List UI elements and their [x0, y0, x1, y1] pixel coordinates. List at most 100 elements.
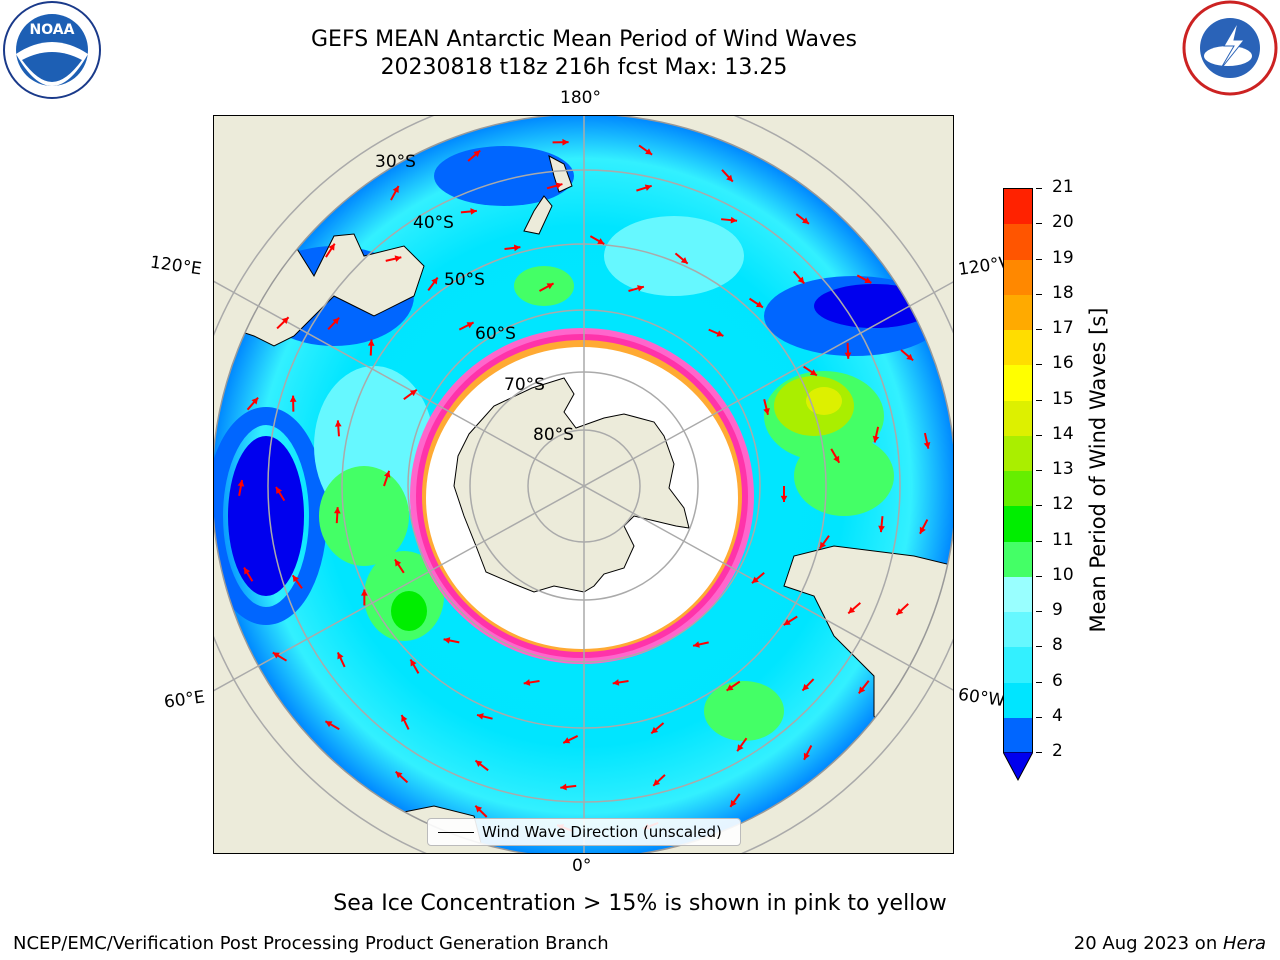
wind-wave-arrowhead [384, 470, 391, 478]
colorbar-segment [1004, 576, 1032, 612]
chart-subtitle: 20230818 t18z 216h fcst Max: 13.25 [380, 55, 788, 80]
wind-wave-arrowhead [546, 283, 554, 290]
wind-wave-arrowhead [802, 217, 809, 224]
wind-wave-arrowhead [848, 606, 856, 614]
wind-wave-arrowhead [476, 713, 484, 720]
wind-wave-arrowhead [653, 779, 661, 786]
colorbar-tick-label: 15 [1052, 388, 1074, 409]
wind-wave-arrowhead [919, 526, 926, 534]
wind-wave-arrowhead [923, 441, 931, 449]
colorbar-tick [1036, 399, 1042, 401]
colorbar-segment [1004, 506, 1032, 542]
colorbar-segment [1004, 612, 1032, 648]
wind-wave-arrowhead [872, 435, 880, 443]
wind-wave-arrowhead [612, 679, 620, 686]
colorbar-extend-arrow [1003, 752, 1033, 782]
wind-wave-arrowhead [292, 575, 299, 583]
colorbar-label: Mean Period of Wind Waves [s] [1086, 307, 1110, 633]
colorbar-tick-label: 11 [1052, 529, 1074, 550]
wind-wave-arrowhead [431, 277, 438, 285]
colorbar-tick-label: 21 [1052, 177, 1074, 197]
wind-wave-arrowhead [410, 659, 417, 667]
colorbar-tick-label: 6 [1052, 670, 1063, 691]
colorbar-tick-label: 10 [1052, 564, 1074, 585]
wind-wave-arrowhead [470, 208, 477, 215]
colorbar-tick [1036, 575, 1042, 577]
colorbar-tick-label: 16 [1052, 353, 1074, 374]
wind-wave-arrowhead [244, 567, 251, 575]
wind-wave-arrowhead [755, 301, 763, 308]
wind-wave-arrowhead [737, 744, 744, 752]
antarctica-land [453, 377, 690, 593]
svg-text:NOAA: NOAA [30, 22, 75, 38]
wind-wave-arrowhead [809, 369, 817, 376]
wind-wave-arrowhead [332, 317, 340, 325]
wind-wave-arrowhead [562, 138, 569, 146]
colorbar-tick [1036, 434, 1042, 436]
wind-wave-arrowhead [680, 257, 688, 264]
colorbar-tick [1036, 293, 1042, 295]
legend-label: Wind Wave Direction (unscaled) [482, 823, 722, 841]
colorbar-segment [1004, 647, 1032, 683]
wind-wave-arrowhead [475, 760, 483, 767]
colorbar-segment [1004, 435, 1032, 471]
colorbar-tick [1036, 540, 1042, 542]
colorbar-tick-label: 20 [1052, 212, 1074, 233]
wind-wave-arrowhead [394, 255, 402, 262]
wind-wave-arrowhead [337, 652, 344, 660]
wind-wave-arrowhead [864, 277, 872, 283]
wind-wave-arrows [237, 138, 931, 832]
colorbar-tick [1036, 681, 1042, 683]
wind-wave-arrowhead [878, 525, 885, 533]
colorbar-tick [1036, 646, 1042, 648]
wind-wave-arrowhead [325, 721, 333, 728]
wind-wave-arrowhead [730, 216, 738, 224]
wind-wave-arrowhead [523, 679, 531, 686]
wind-wave-arrowhead [443, 637, 451, 644]
lon-label-180: 180° [560, 88, 601, 108]
colorbar-segment [1004, 717, 1032, 753]
wind-wave-arrowhead [896, 608, 904, 615]
colorbar-segment [1004, 189, 1032, 225]
colorbar-segment [1004, 330, 1032, 366]
lon-label-60w: 60°W [956, 684, 1007, 712]
wind-wave-arrowhead [276, 486, 283, 494]
colorbar [1003, 188, 1033, 753]
lon-label-60e: 60°E [162, 687, 207, 713]
wind-wave-arrowhead [560, 783, 567, 791]
wind-wave-arrowhead [693, 641, 700, 648]
lat-label-50s: 50°S [444, 270, 485, 290]
wind-wave-arrowhead [367, 339, 375, 346]
wind-wave-arrowhead [819, 541, 827, 549]
wind-wave-arrowhead [802, 683, 810, 691]
colorbar-segment [1004, 400, 1032, 436]
colorbar-tick-label: 18 [1052, 282, 1074, 303]
colorbar-tick-label: 12 [1052, 494, 1074, 515]
wind-wave-arrowhead [797, 276, 805, 284]
wind-wave-arrowhead [334, 420, 342, 427]
wind-wave-arrowhead [783, 618, 791, 626]
colorbar-segment [1004, 294, 1032, 330]
lat-label-60s: 60°S [475, 324, 516, 344]
credit-text: NCEP/EMC/Verification Post Processing Pr… [13, 933, 609, 954]
colorbar-segment [1004, 682, 1032, 718]
wind-wave-arrowhead [644, 184, 652, 191]
graticule [214, 116, 953, 853]
wind-wave-arrowhead [409, 389, 417, 397]
colorbar-tick [1036, 223, 1042, 225]
wind-wave-arrowhead [289, 395, 297, 402]
date-stamp: 20 Aug 2023 on Hera [1073, 933, 1266, 954]
colorbar-tick [1036, 364, 1042, 366]
colorbar-tick [1036, 716, 1042, 718]
colorbar-tick [1036, 505, 1042, 507]
wind-wave-arrowhead [281, 317, 289, 324]
wind-wave-arrowhead [360, 589, 368, 596]
colorbar-tick-label: 13 [1052, 459, 1074, 479]
wind-wave-arrowhead [328, 243, 335, 251]
wind-wave-arrowhead [637, 285, 644, 292]
lon-label-0: 0° [572, 856, 592, 876]
wind-wave-arrowhead [844, 352, 852, 359]
wind-wave-arrowhead [563, 737, 571, 744]
legend-line-swatch [438, 831, 474, 833]
wind-wave-arrowhead [858, 686, 866, 694]
